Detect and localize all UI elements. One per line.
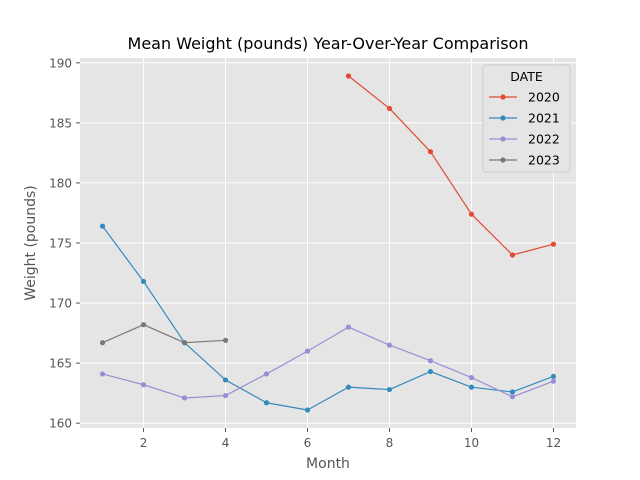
x-tick-label: 12 bbox=[546, 436, 561, 450]
data-point bbox=[550, 378, 557, 384]
data-point bbox=[550, 241, 557, 247]
legend-item-2020: 2020 bbox=[489, 90, 560, 105]
series-line bbox=[102, 324, 226, 344]
legend-title: DATE bbox=[510, 69, 543, 84]
y-tick-label: 165 bbox=[49, 357, 72, 371]
legend-item-2021: 2021 bbox=[489, 111, 560, 126]
legend-items: 2020 2021 2022 2023 bbox=[489, 90, 560, 168]
y-tick-label: 175 bbox=[49, 237, 72, 251]
data-point bbox=[550, 373, 557, 379]
data-point bbox=[509, 389, 516, 395]
legend-swatch-marker bbox=[500, 157, 506, 163]
data-point bbox=[140, 322, 147, 328]
y-tick-label: 160 bbox=[49, 417, 72, 431]
data-point bbox=[304, 348, 311, 354]
data-point bbox=[140, 382, 147, 388]
data-point bbox=[222, 392, 229, 399]
data-point bbox=[304, 407, 311, 413]
legend-label: 2020 bbox=[528, 90, 560, 105]
data-point bbox=[222, 337, 229, 343]
data-point bbox=[99, 371, 106, 377]
data-point bbox=[386, 105, 393, 112]
series-2022 bbox=[99, 324, 557, 401]
data-point bbox=[468, 374, 475, 381]
x-tick-label: 6 bbox=[304, 436, 312, 450]
data-point bbox=[427, 149, 434, 155]
y-axis-label: Weight (pounds) bbox=[23, 185, 39, 301]
series-line bbox=[102, 225, 554, 411]
data-point bbox=[427, 368, 434, 375]
series-2020 bbox=[345, 73, 557, 258]
series-line bbox=[102, 326, 554, 399]
data-point bbox=[140, 278, 147, 285]
legend-item-2023: 2023 bbox=[489, 153, 560, 168]
legend-label: 2022 bbox=[528, 132, 560, 147]
x-tick-label: 10 bbox=[464, 436, 479, 450]
data-point bbox=[509, 394, 516, 400]
y-tick-label: 180 bbox=[49, 176, 72, 190]
legend-label: 2021 bbox=[528, 111, 560, 126]
data-point bbox=[263, 400, 270, 406]
x-axis-label: Month bbox=[306, 456, 350, 472]
data-point bbox=[509, 252, 516, 258]
series-layer bbox=[99, 73, 557, 413]
data-point bbox=[468, 384, 475, 390]
data-point bbox=[345, 73, 352, 79]
data-point bbox=[222, 377, 229, 383]
x-tick-label: 2 bbox=[140, 436, 148, 450]
data-point bbox=[427, 358, 434, 364]
data-point bbox=[181, 340, 188, 346]
chart-title: Mean Weight (pounds) Year-Over-Year Comp… bbox=[128, 34, 529, 53]
data-point bbox=[468, 211, 475, 217]
x-tick-label: 4 bbox=[222, 436, 230, 450]
data-point bbox=[386, 342, 393, 348]
data-point bbox=[263, 371, 270, 377]
series-line bbox=[348, 75, 554, 256]
y-tick-label: 170 bbox=[49, 297, 72, 311]
data-point bbox=[99, 223, 106, 229]
legend-item-2022: 2022 bbox=[489, 132, 560, 147]
legend: DATE 2020 2021 2022 2023 bbox=[482, 64, 571, 173]
legend-box bbox=[482, 64, 571, 173]
data-point bbox=[345, 324, 352, 330]
data-point bbox=[386, 386, 393, 393]
y-tick-label: 185 bbox=[49, 116, 72, 130]
legend-label: 2023 bbox=[528, 153, 560, 168]
data-point bbox=[99, 340, 106, 346]
legend-swatch-marker bbox=[500, 136, 506, 142]
data-point bbox=[181, 395, 188, 401]
x-tick-label: 8 bbox=[386, 436, 394, 450]
y-tick-label: 190 bbox=[49, 56, 72, 70]
legend-swatch-marker bbox=[500, 115, 506, 121]
series-2021 bbox=[99, 223, 557, 413]
data-point bbox=[345, 384, 352, 390]
legend-swatch-marker bbox=[500, 94, 506, 100]
axis-ticks: 2 4 6 8 10 12 160 165 170 175 180 185 190 bbox=[49, 56, 561, 450]
series-2023 bbox=[99, 322, 229, 346]
